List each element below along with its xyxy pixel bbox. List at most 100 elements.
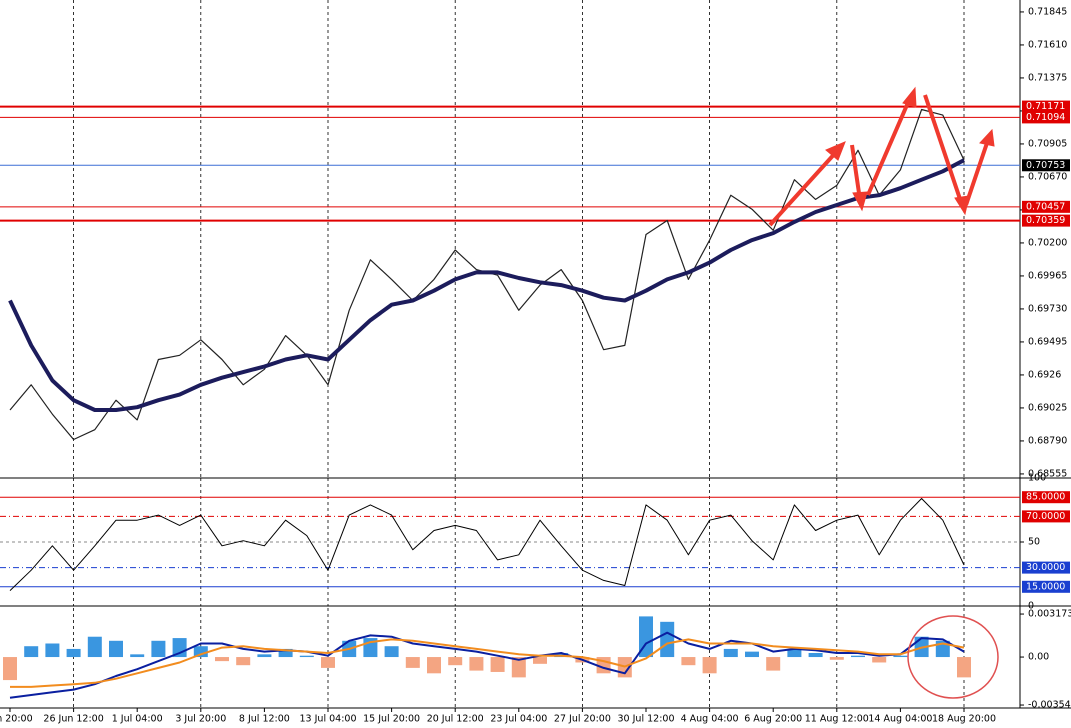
y-tick-label: 0.70670	[1028, 171, 1067, 182]
x-tick-label: 20 Jul 12:00	[427, 714, 484, 725]
series-line	[8, 158, 965, 412]
y-tick-label: 100	[1028, 473, 1046, 484]
y-tick-label: 0.69730	[1028, 303, 1067, 314]
y-tick-label: 0.0031736	[1028, 609, 1071, 620]
arrow-head	[902, 86, 917, 108]
level-label-box	[1022, 111, 1070, 124]
level-label-box	[1022, 491, 1070, 504]
level-label-box	[1022, 159, 1070, 172]
y-tick-label: 0.71845	[1028, 6, 1067, 17]
x-tick-label: 11 Aug 12:00	[805, 714, 869, 725]
series-line	[9, 631, 965, 699]
level-label-box	[1022, 580, 1070, 593]
arrow	[964, 139, 990, 206]
x-tick-label: 8 Jul 12:00	[239, 714, 290, 725]
histogram-bar	[681, 657, 696, 666]
histogram-bar	[321, 657, 335, 668]
y-tick-label: 50	[1028, 537, 1040, 548]
histogram-bar	[257, 654, 272, 658]
histogram-bar	[787, 648, 802, 658]
y-tick-label: 0.68790	[1028, 435, 1067, 446]
level-label: 0.70753	[1026, 160, 1065, 171]
y-tick-label: 0.69965	[1028, 270, 1067, 281]
histogram-bar	[215, 657, 229, 662]
histogram-bar	[702, 657, 717, 674]
x-tick-label: 4 Aug 04:00	[681, 714, 739, 725]
y-tick-label: 0.6926	[1028, 369, 1061, 380]
y-tick-label: 0.70905	[1028, 138, 1067, 149]
histogram-bar	[130, 654, 145, 658]
y-tick-label: 0.71610	[1028, 39, 1067, 50]
histogram-bar	[893, 655, 908, 658]
x-tick-label: 30 Jul 12:00	[618, 714, 675, 725]
x-tick-label: 13 Jul 04:00	[300, 714, 357, 725]
histogram-bar	[427, 657, 441, 674]
level-label: 0.70457	[1026, 201, 1065, 212]
level-label-box	[1022, 100, 1070, 113]
histogram-bar	[45, 643, 60, 658]
histogram-bar	[24, 646, 39, 658]
histogram-bar	[829, 657, 844, 660]
level-label: 15.0000	[1026, 581, 1065, 592]
level-label: 0.71094	[1026, 112, 1065, 123]
histogram-bar	[236, 657, 251, 666]
level-label-box	[1022, 214, 1070, 227]
level-label: 0.70359	[1026, 215, 1065, 226]
y-tick-label: 0.68555	[1028, 468, 1067, 479]
histogram-bar	[745, 651, 759, 658]
y-tick-label: 0.71375	[1028, 72, 1067, 83]
histogram-bar	[808, 652, 823, 658]
histogram-bar	[66, 648, 81, 658]
histogram-bar	[851, 655, 865, 658]
y-tick-label: 0.00	[1028, 652, 1049, 663]
histogram-bar	[511, 657, 526, 678]
histogram-bar	[299, 655, 314, 658]
histogram-bar	[87, 636, 102, 658]
highlight-circle	[907, 615, 999, 699]
level-label-box	[1022, 200, 1070, 213]
histogram-bar	[872, 657, 887, 663]
level-label: 0.71171	[1026, 101, 1065, 112]
histogram-bar	[766, 657, 781, 671]
arrow	[923, 94, 964, 206]
histogram-bar	[109, 640, 123, 658]
annotation-arrows	[768, 86, 995, 227]
series-line	[9, 498, 965, 591]
x-tick-label: 3 Jul 20:00	[175, 714, 226, 725]
level-label: 85.0000	[1026, 492, 1065, 503]
level-label-box	[1022, 561, 1070, 574]
histogram-bar	[533, 657, 547, 664]
x-tick-label: 18 Aug 20:00	[932, 714, 996, 725]
histogram-bar	[384, 646, 399, 658]
histogram-bar	[405, 657, 420, 668]
histogram-bar	[490, 657, 505, 672]
level-label-box	[1022, 510, 1070, 523]
y-tick-label: 0.69025	[1028, 402, 1067, 413]
x-tick-label: Jun 20:00	[0, 714, 33, 725]
histogram-bar	[469, 657, 484, 671]
histogram-bar	[278, 648, 293, 658]
x-tick-label: 27 Jul 20:00	[554, 714, 611, 725]
x-tick-label: 14 Aug 04:00	[868, 714, 932, 725]
x-tick-label: 1 Jul 04:00	[112, 714, 163, 725]
x-tick-label: 26 Jun 12:00	[43, 714, 103, 725]
y-tick-label: 0.70200	[1028, 237, 1067, 248]
arrow	[850, 144, 862, 201]
histogram-bar	[957, 657, 971, 678]
x-tick-label: 15 Jul 20:00	[363, 714, 420, 725]
arrow-head	[979, 128, 995, 147]
histogram-bar	[193, 646, 208, 658]
histogram-bar	[660, 621, 675, 658]
x-tick-label: 23 Jul 04:00	[490, 714, 547, 725]
arrow-head	[825, 141, 846, 161]
level-label: 70.0000	[1026, 511, 1065, 522]
histogram-bar	[448, 657, 463, 666]
histogram-bar	[151, 640, 166, 658]
y-tick-label: 0	[1028, 601, 1034, 612]
histogram-bar	[3, 657, 17, 681]
x-tick-label: 6 Aug 20:00	[744, 714, 802, 725]
arrow	[768, 148, 840, 227]
